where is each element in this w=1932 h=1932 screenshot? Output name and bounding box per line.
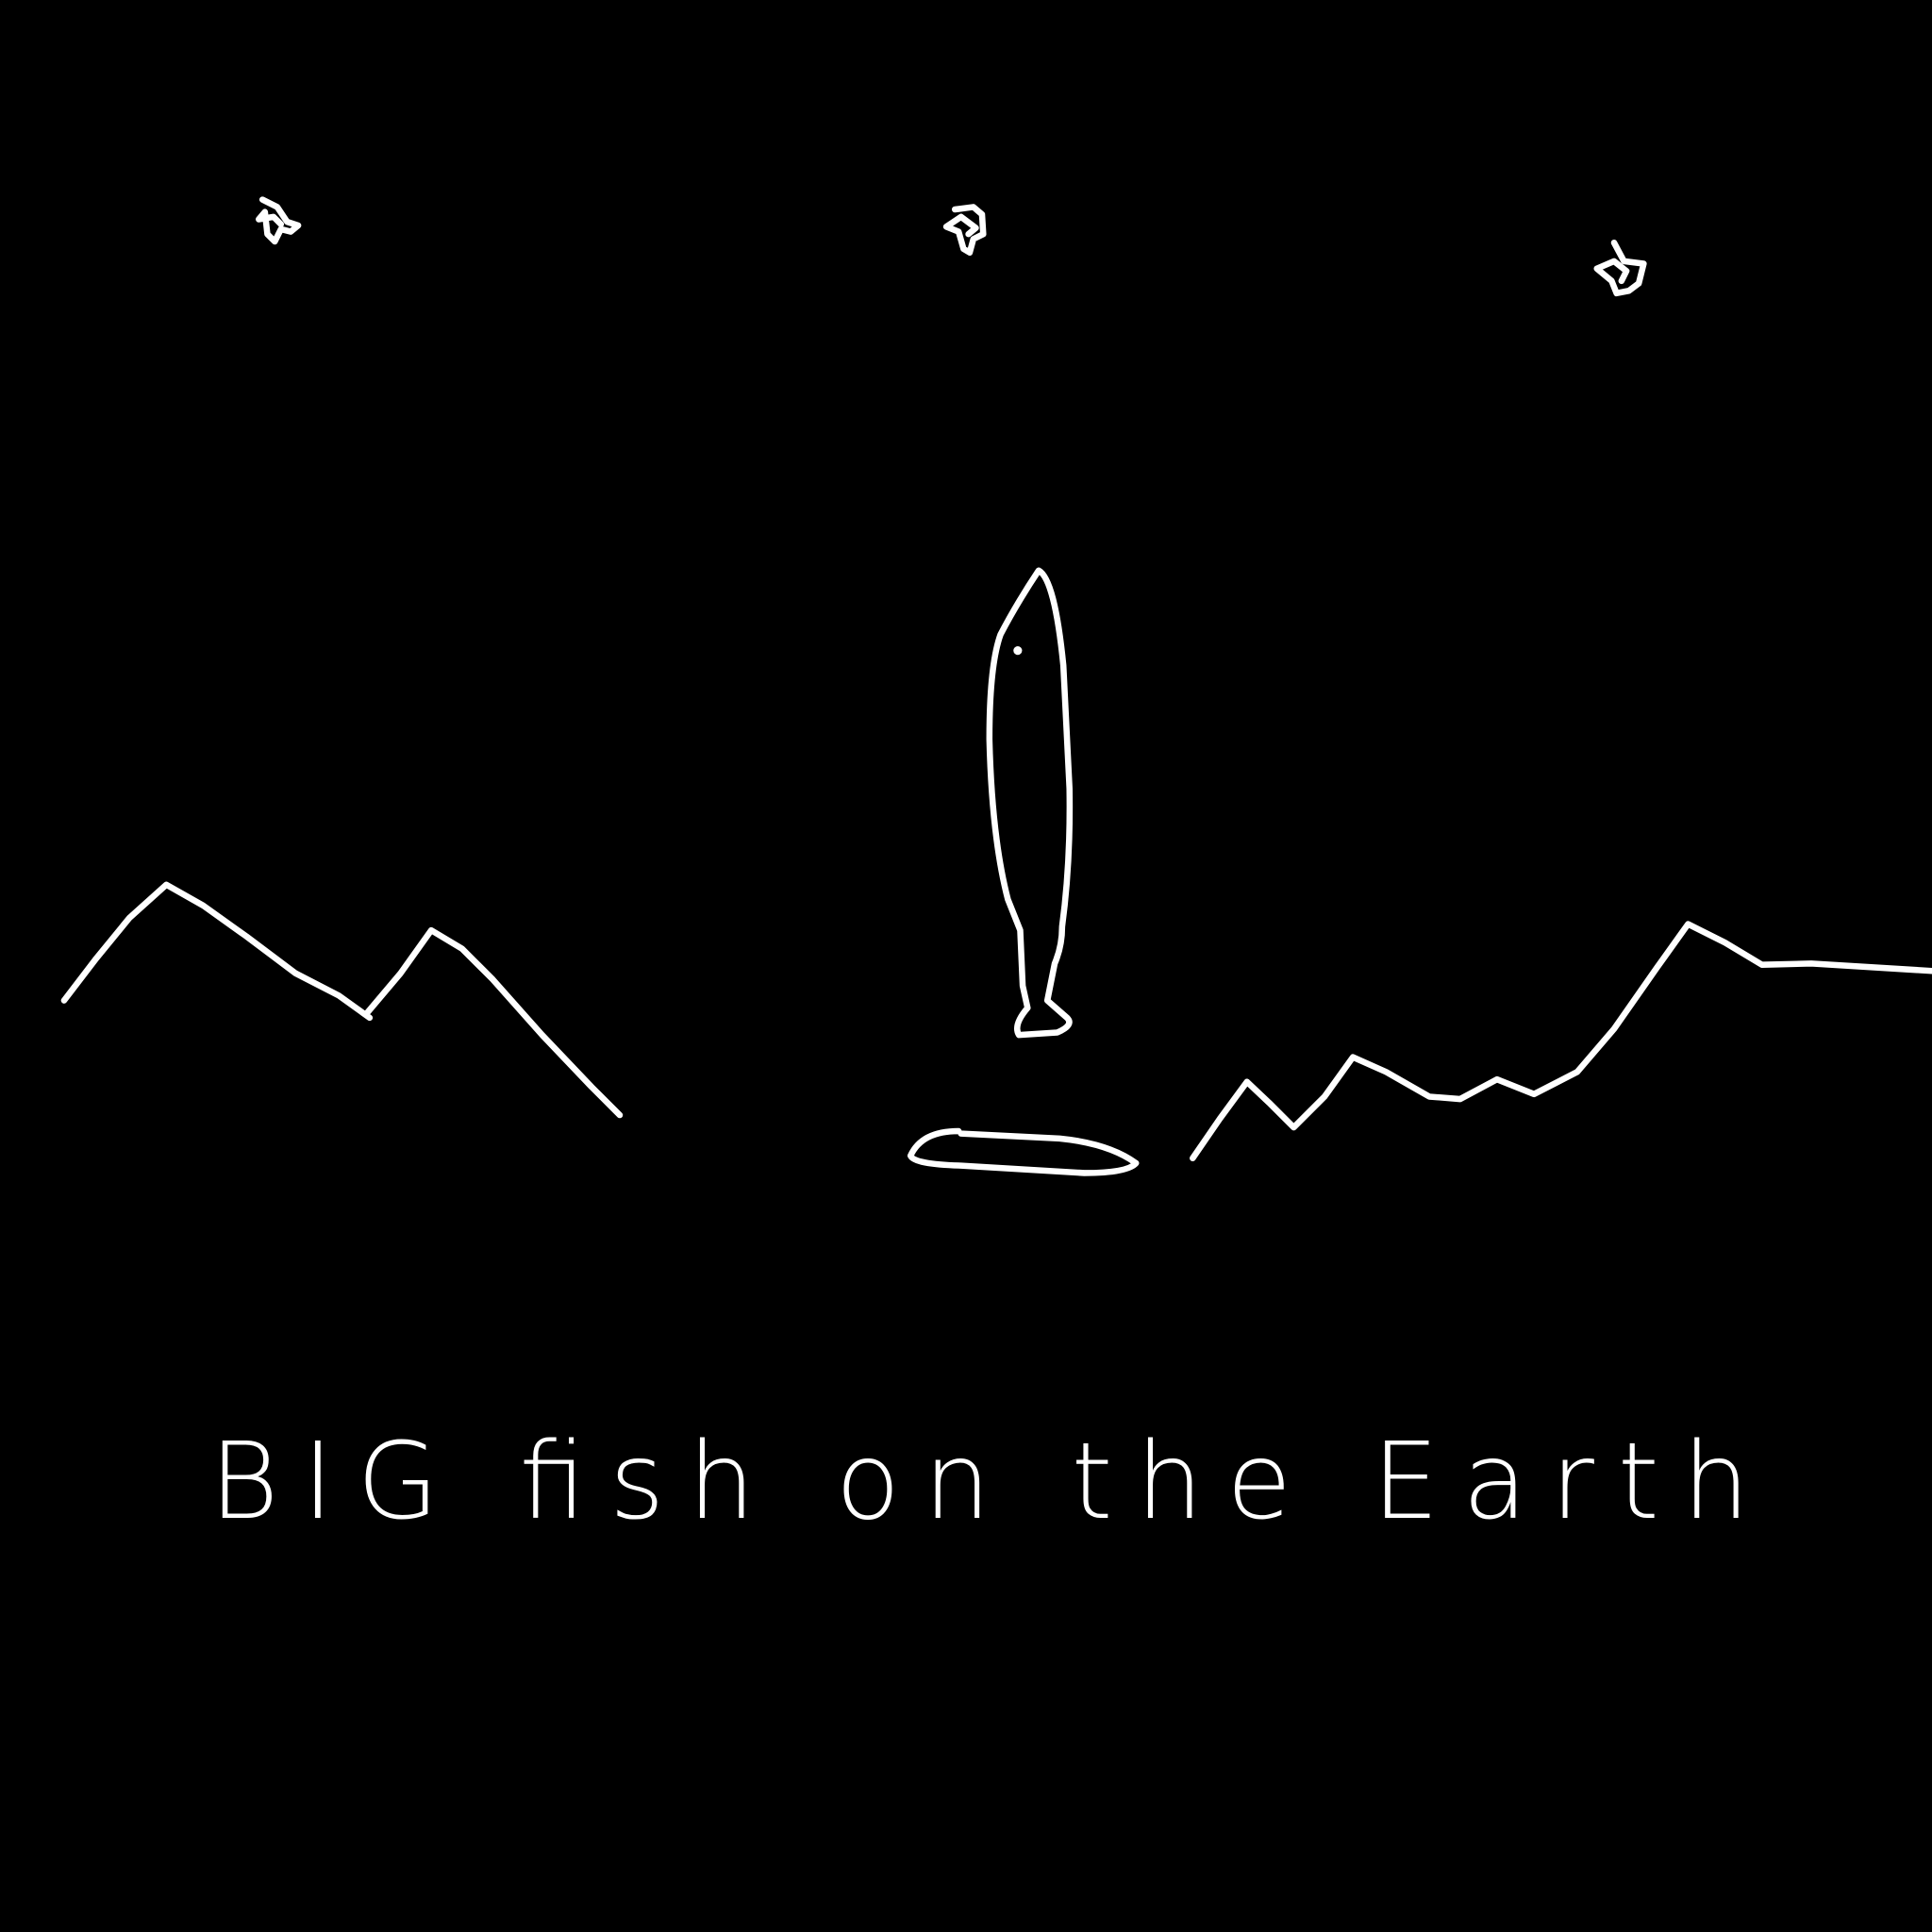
fish	[986, 567, 1074, 1039]
fish-eye	[1013, 646, 1023, 656]
star	[256, 196, 302, 245]
shadow	[907, 1127, 1140, 1176]
star	[1593, 240, 1647, 297]
star	[942, 204, 987, 257]
mountain	[60, 881, 374, 1022]
mountain	[363, 926, 624, 1119]
caption: BIG fish on the Earth	[209, 1421, 1750, 1543]
mountain	[1190, 921, 1932, 1162]
